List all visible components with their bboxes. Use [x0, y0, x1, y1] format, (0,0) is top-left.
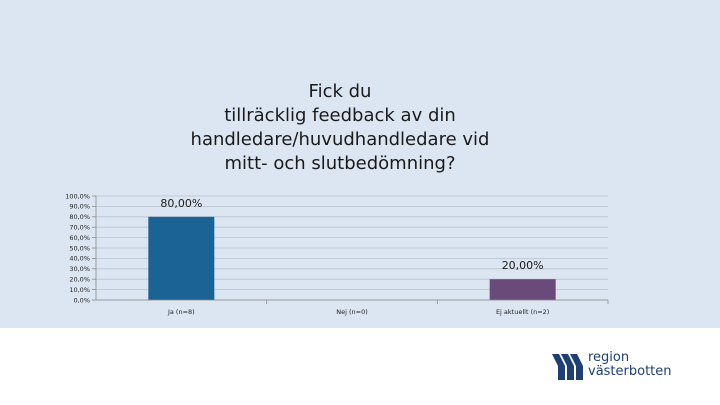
x-axis: Ja (n=8) Nej (n=0) Ej aktuellt (n=2) [95, 196, 609, 316]
y-tick-label: 100,0% [65, 192, 90, 200]
logo-line-2: västerbotten [588, 364, 672, 379]
y-tick-label: 50,0% [69, 244, 90, 252]
y-tick-label: 10,0% [69, 286, 90, 294]
slide-background [0, 0, 720, 328]
x-tick-label: Ej aktuellt (n=2) [496, 308, 549, 316]
logo-line-1: region [588, 350, 630, 365]
chart-title: Fick du tillräcklig feedback av din hand… [190, 81, 490, 174]
bar-chart: 100,0% 90,0% 80,0% 70,0% 60,0% 50,0% 40,0% 30,0… [65, 192, 609, 316]
y-axis-ticks: 100,0% 90,0% 80,0% 70,0% 60,0% 50,0% 40,0% 30,0… [65, 192, 96, 304]
chart-bars [148, 216, 556, 300]
data-label-0: 80,00% [160, 197, 202, 210]
y-tick-label: 20,0% [69, 276, 90, 284]
region-vasterbotten-logo: region västerbotten [552, 351, 702, 382]
y-tick-label: 0,0% [73, 296, 90, 304]
y-tick-label: 60,0% [69, 234, 90, 242]
bar-0 [148, 216, 215, 300]
data-labels: 80,00% 20,00% [160, 197, 543, 272]
x-tick-label: Nej (n=0) [336, 308, 368, 316]
x-tick-label: Ja (n=8) [167, 308, 195, 316]
data-label-2: 20,00% [502, 259, 544, 272]
y-tick-label: 80,0% [69, 213, 90, 221]
y-tick-label: 40,0% [69, 255, 90, 263]
y-tick-label: 30,0% [69, 265, 90, 273]
logo-mark-icon [552, 354, 583, 380]
logo-text: region västerbotten [588, 351, 672, 379]
y-tick-label: 90,0% [69, 203, 90, 211]
bar-2 [489, 279, 556, 300]
y-tick-label: 70,0% [69, 224, 90, 232]
